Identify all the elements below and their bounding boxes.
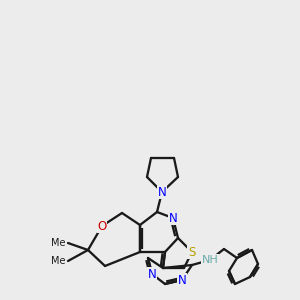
Text: N: N	[169, 212, 177, 224]
Text: O: O	[98, 220, 106, 232]
Text: NH: NH	[202, 255, 218, 265]
Text: S: S	[188, 245, 196, 259]
Text: N: N	[148, 268, 156, 281]
Text: N: N	[158, 185, 166, 199]
Text: Me: Me	[50, 256, 65, 266]
Text: N: N	[178, 274, 186, 286]
Text: Me: Me	[50, 238, 65, 248]
